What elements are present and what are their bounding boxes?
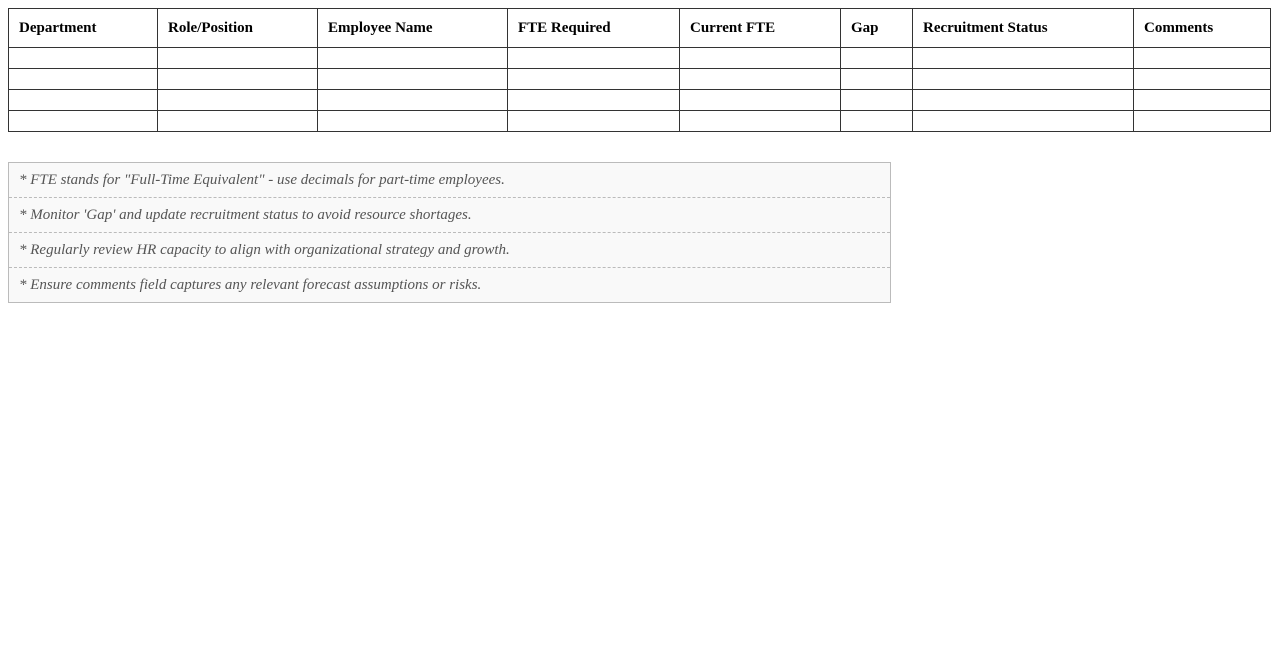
table-cell[interactable] xyxy=(8,68,158,90)
table-cell[interactable] xyxy=(912,68,1134,90)
note-item: * Ensure comments field captures any rel… xyxy=(19,277,482,293)
table-cell[interactable] xyxy=(157,110,318,132)
table-cell[interactable] xyxy=(8,47,158,69)
table-cell[interactable] xyxy=(8,110,158,132)
note-item: * Regularly review HR capacity to align … xyxy=(9,233,890,268)
table-cell[interactable] xyxy=(679,110,841,132)
table-cell[interactable] xyxy=(1133,89,1271,111)
table-cell[interactable] xyxy=(840,110,913,132)
header-current-fte: Current FTE xyxy=(679,8,841,48)
header-gap: Gap xyxy=(840,8,913,48)
table-cell[interactable] xyxy=(1133,110,1271,132)
header-fte-required: FTE Required xyxy=(507,8,680,48)
table-cell[interactable] xyxy=(912,47,1134,69)
hr-capacity-table: Department Role/Position Employee Name F… xyxy=(8,8,1271,132)
header-row: Department Role/Position Employee Name F… xyxy=(8,8,1271,48)
header-department: Department xyxy=(8,8,158,48)
note-item: * Monitor 'Gap' and update recruitment s… xyxy=(9,198,890,233)
table-cell[interactable] xyxy=(157,47,318,69)
table-cell[interactable] xyxy=(679,68,841,90)
table-cell[interactable] xyxy=(317,110,508,132)
note-item: * FTE stands for "Full-Time Equivalent" … xyxy=(9,163,890,198)
header-role-position: Role/Position xyxy=(157,8,318,48)
table-cell[interactable] xyxy=(840,89,913,111)
table-cell[interactable] xyxy=(157,68,318,90)
header-recruitment-status: Recruitment Status xyxy=(912,8,1134,48)
notes-box: * FTE stands for "Full-Time Equivalent" … xyxy=(8,162,891,303)
table-row xyxy=(8,110,1271,132)
header-comments: Comments xyxy=(1133,8,1271,48)
table-cell[interactable] xyxy=(912,89,1134,111)
table-cell[interactable] xyxy=(507,68,680,90)
table-cell[interactable] xyxy=(1133,47,1271,69)
table-cell[interactable] xyxy=(1133,68,1271,90)
table-cell[interactable] xyxy=(912,110,1134,132)
table-row xyxy=(8,68,1271,90)
table-cell[interactable] xyxy=(317,89,508,111)
header-employee-name: Employee Name xyxy=(317,8,508,48)
table-row xyxy=(8,47,1271,69)
table-cell[interactable] xyxy=(317,47,508,69)
table-cell[interactable] xyxy=(157,89,318,111)
table-cell[interactable] xyxy=(507,89,680,111)
table-cell[interactable] xyxy=(317,68,508,90)
table-cell[interactable] xyxy=(840,47,913,69)
table-cell[interactable] xyxy=(679,47,841,69)
table-cell[interactable] xyxy=(507,47,680,69)
table-cell[interactable] xyxy=(840,68,913,90)
table-cell[interactable] xyxy=(679,89,841,111)
table-cell[interactable] xyxy=(8,89,158,111)
table-cell[interactable] xyxy=(507,110,680,132)
table-row xyxy=(8,89,1271,111)
